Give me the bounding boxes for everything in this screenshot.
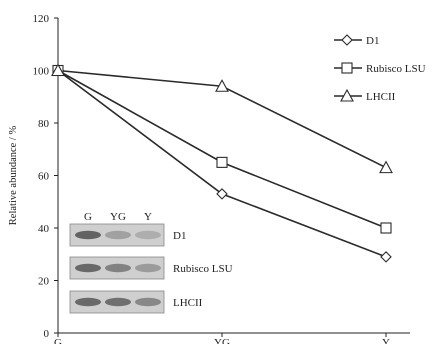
data-point-rubisco-lsu [216,156,228,168]
legend-marker-square [341,62,353,74]
data-point-lhcii [51,63,65,77]
x-tick-label: YG [214,337,230,344]
blot-band [135,297,161,307]
data-point-rubisco-lsu [380,222,392,234]
legend-label: Rubisco LSU [366,63,426,75]
legend-label: D1 [366,35,379,47]
blot-band [105,297,131,307]
blot-band [75,263,101,273]
y-tick-label: 120 [33,13,50,25]
blot-row-label: Rubisco LSU [173,263,233,275]
y-tick-label: 20 [38,276,50,288]
data-point-d1 [216,188,228,200]
axes [57,18,410,334]
blot-band [75,297,101,307]
blot-lane-label: YG [110,211,126,223]
x-tick-label: G [54,337,62,344]
data-point-d1 [380,251,392,263]
data-point-lhcii [379,160,393,174]
blot-lane-label: G [84,211,92,223]
y-tick-label: 100 [33,66,50,78]
legend-marker-diamond [341,34,353,46]
x-ticks: G YG Y [54,333,390,344]
blot-band [105,230,131,240]
legend-label: LHCII [366,91,396,103]
y-axis-label: Relative abundance / % [8,126,19,226]
series-line-rubisco-lsu [57,69,387,229]
y-tick-label: 80 [38,118,50,130]
blot-lane-label: Y [144,211,152,223]
series-group [51,63,393,263]
y-tick-label: 40 [38,223,50,235]
y-tick-label: 60 [38,171,50,183]
blot-row-label: D1 [173,230,186,242]
blot-band [75,230,101,240]
legend: D1 Rubisco LSU LHCII [334,34,426,103]
blot-row-label: LHCII [173,297,203,309]
data-point-lhcii [215,79,229,92]
blot-band [135,230,161,240]
legend-marker-triangle [340,88,354,102]
blot-band [105,263,131,273]
western-blot-inset: G YG Y D1 Rubisco LSU LHCII [69,211,233,314]
y-tick-label: 0 [44,328,50,340]
y-ticks: 0 20 40 60 80 100 120 [33,13,58,340]
blot-band [135,263,161,273]
x-tick-label: Y [382,337,390,344]
